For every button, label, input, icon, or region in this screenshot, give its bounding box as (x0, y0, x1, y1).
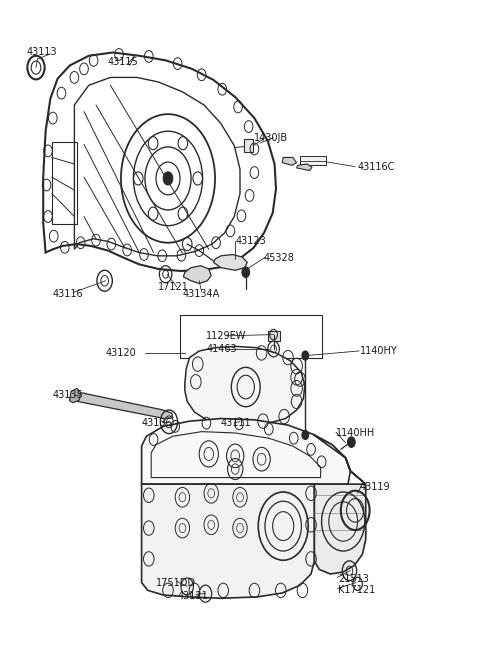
Text: 43120: 43120 (106, 348, 136, 358)
Text: 43121: 43121 (178, 590, 208, 601)
Text: 43116C: 43116C (358, 162, 395, 173)
Text: 43135: 43135 (53, 390, 84, 400)
Polygon shape (313, 434, 366, 574)
Bar (300, 156, 326, 165)
Text: 43111: 43111 (221, 418, 252, 428)
Text: K17121: K17121 (338, 585, 376, 596)
Text: 41463: 41463 (206, 344, 237, 354)
Circle shape (302, 430, 309, 440)
Text: 1129EW: 1129EW (206, 331, 247, 341)
Text: 43136: 43136 (142, 418, 172, 428)
Circle shape (242, 267, 250, 277)
Text: 43119: 43119 (360, 482, 391, 492)
Circle shape (163, 172, 173, 185)
Bar (180, 315, 322, 358)
Polygon shape (297, 164, 312, 171)
Text: 43115: 43115 (108, 57, 139, 68)
Text: 1751DD: 1751DD (156, 577, 196, 588)
Polygon shape (70, 392, 173, 419)
Text: 43116: 43116 (53, 289, 84, 299)
Circle shape (302, 351, 309, 360)
Polygon shape (185, 346, 305, 426)
Bar (268, 331, 280, 341)
Text: 21513: 21513 (338, 573, 369, 584)
Text: 43113: 43113 (26, 47, 57, 58)
Text: 17121: 17121 (158, 282, 189, 293)
Text: 43134A: 43134A (182, 289, 220, 299)
Bar (180, 315, 322, 358)
Polygon shape (142, 419, 350, 484)
Text: 45328: 45328 (264, 253, 295, 263)
Text: 43123: 43123 (235, 236, 266, 247)
Polygon shape (142, 484, 314, 598)
Text: 1140HH: 1140HH (336, 428, 375, 438)
Polygon shape (70, 388, 81, 403)
Polygon shape (183, 266, 211, 283)
Polygon shape (214, 255, 247, 270)
Text: 1140HY: 1140HY (360, 346, 398, 356)
Polygon shape (244, 139, 253, 152)
Circle shape (348, 437, 355, 447)
Text: 1430JB: 1430JB (254, 133, 288, 143)
Polygon shape (282, 157, 297, 165)
Bar (52, 142, 77, 224)
